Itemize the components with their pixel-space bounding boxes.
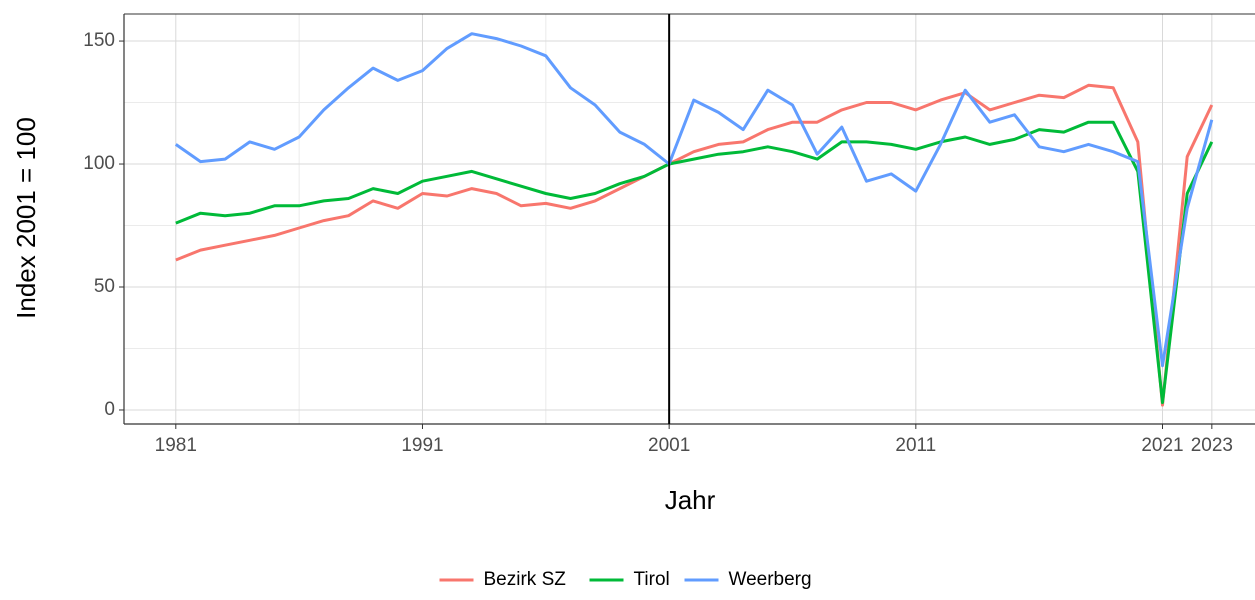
x-axis-title: Jahr (665, 485, 716, 515)
series-line (175, 83, 1214, 407)
legend-label: Tirol (634, 569, 670, 590)
x-tick-label: 1981 (155, 435, 197, 456)
legend-label: Bezirk SZ (484, 569, 567, 590)
y-tick-label: 50 (94, 276, 115, 297)
series-line (175, 120, 1214, 405)
x-tick-label: 2001 (648, 435, 690, 456)
y-axis-title: Index 2001 = 100 (11, 117, 41, 319)
y-tick-label: 100 (83, 153, 115, 174)
series-line (174, 32, 1214, 368)
x-tick-label: 2011 (895, 435, 936, 456)
legend-label: Weerberg (729, 569, 812, 590)
x-tick-label: 2023 (1191, 435, 1233, 456)
y-tick-label: 0 (104, 399, 115, 420)
x-tick-label: 1991 (401, 435, 443, 456)
y-tick-label: 150 (83, 30, 115, 51)
x-tick-label: 2021 (1141, 435, 1183, 456)
